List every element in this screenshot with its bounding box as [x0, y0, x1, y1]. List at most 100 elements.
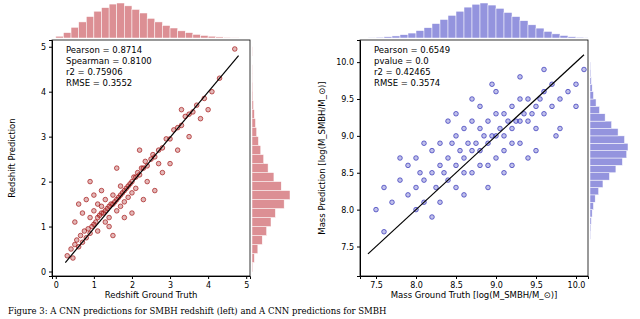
histogram-bar — [252, 245, 258, 254]
tick: 9.0 — [341, 132, 360, 141]
scatter-point — [160, 170, 165, 175]
histogram-bar — [590, 143, 628, 150]
scatter-point — [482, 134, 487, 139]
tick-label: 7.5 — [370, 281, 383, 290]
annotation: Pearson = 0.8714 — [66, 45, 142, 55]
scatter-point — [382, 229, 387, 234]
histogram-bar — [590, 202, 593, 209]
scatter-point — [510, 104, 515, 109]
histogram-bar — [162, 26, 170, 39]
histogram-bar — [193, 34, 201, 38]
histogram-bar — [552, 34, 560, 38]
tick-mark — [49, 182, 52, 183]
histogram-bar — [252, 47, 253, 56]
scatter-point — [478, 163, 483, 168]
histogram-bar — [590, 99, 596, 106]
histogram-bar — [117, 3, 125, 38]
annotation: pvalue = 0.0 — [374, 56, 429, 66]
annotation: r2 = 0.42465 — [374, 67, 431, 77]
scatter-point — [470, 119, 475, 124]
scatter-point — [470, 148, 475, 153]
tick-label: 2 — [41, 178, 46, 187]
scatter-point — [130, 211, 135, 216]
plot-frame — [52, 40, 250, 276]
scatter-point — [566, 89, 571, 94]
caption: Figure 3: A CNN predictions for SMBH red… — [8, 306, 386, 316]
top-histogram — [368, 3, 588, 38]
tick: 2 — [130, 276, 135, 290]
scatter-point — [474, 141, 479, 146]
scatter-point — [406, 163, 411, 168]
tick: 5 — [41, 43, 52, 52]
histogram-bar — [432, 24, 440, 38]
top-histogram — [56, 3, 239, 38]
scatter-point — [438, 163, 443, 168]
histogram-bar — [590, 195, 595, 202]
histogram-bar — [440, 19, 448, 38]
scatter-point — [88, 179, 93, 184]
tick-label: 1 — [41, 223, 46, 232]
tick-label: 5 — [244, 281, 249, 290]
axis-line — [49, 41, 53, 277]
scatter-point — [187, 134, 192, 139]
histogram-bar — [252, 227, 267, 236]
scatter-point — [69, 247, 74, 252]
histogram-bar — [528, 25, 536, 38]
scatter-point — [107, 224, 112, 229]
histogram-bar — [472, 4, 480, 38]
histogram-bar — [170, 28, 178, 38]
scatter-point — [118, 184, 123, 189]
histogram-bar — [424, 28, 432, 38]
histogram-bar — [590, 77, 591, 84]
scatter-point — [175, 148, 180, 153]
histogram-bar — [109, 4, 117, 38]
histogram-bar — [252, 182, 281, 191]
scatter-point — [454, 163, 459, 168]
histogram-bar — [488, 5, 496, 38]
tick-mark — [49, 92, 52, 93]
scatter-point — [542, 111, 547, 116]
tick: 9.0 — [490, 276, 503, 290]
histogram-bar — [590, 129, 618, 136]
tick: 2 — [41, 178, 52, 187]
scatter-point — [103, 220, 108, 225]
scatter-point — [179, 107, 184, 112]
scatter-point — [414, 185, 419, 190]
tick: 9.5 — [341, 95, 360, 104]
tick-label: 1 — [92, 281, 97, 290]
plot-frame — [360, 40, 588, 276]
scatter-point — [84, 197, 89, 202]
scatter-point — [534, 126, 539, 131]
scatter-point — [103, 197, 108, 202]
histogram-bar — [590, 84, 592, 91]
histogram-bar — [252, 200, 284, 209]
scatter-point — [126, 195, 131, 200]
histogram-bar — [384, 37, 392, 38]
histogram-bar — [252, 74, 253, 83]
scatter-point — [470, 170, 475, 175]
scatter-point — [156, 161, 161, 166]
panel: 7.58.08.59.09.510.07.58.08.59.09.510.0Ma… — [317, 3, 629, 300]
histogram-bar — [590, 151, 627, 158]
axis-line — [361, 277, 589, 280]
tick: 8.0 — [410, 276, 423, 290]
scatter-point — [534, 148, 539, 153]
axis-line — [53, 277, 251, 280]
tick-mark — [456, 276, 457, 279]
histogram-bar — [590, 188, 599, 195]
x-axis: 012345 — [53, 276, 251, 290]
scatter-point — [114, 166, 119, 171]
scatter-point — [95, 202, 100, 207]
scatter-point — [518, 119, 523, 124]
histogram-bar — [86, 17, 94, 38]
scatter-point — [92, 193, 97, 198]
scatter-point — [502, 148, 507, 153]
histogram-bar — [231, 37, 239, 38]
tick-label: 5 — [41, 43, 46, 52]
histogram-bar — [544, 31, 552, 38]
scatter-point — [510, 141, 515, 146]
scatter-point — [206, 107, 211, 112]
scatter-point — [99, 188, 104, 193]
scatter-point — [422, 178, 427, 183]
reference-line — [65, 56, 238, 263]
